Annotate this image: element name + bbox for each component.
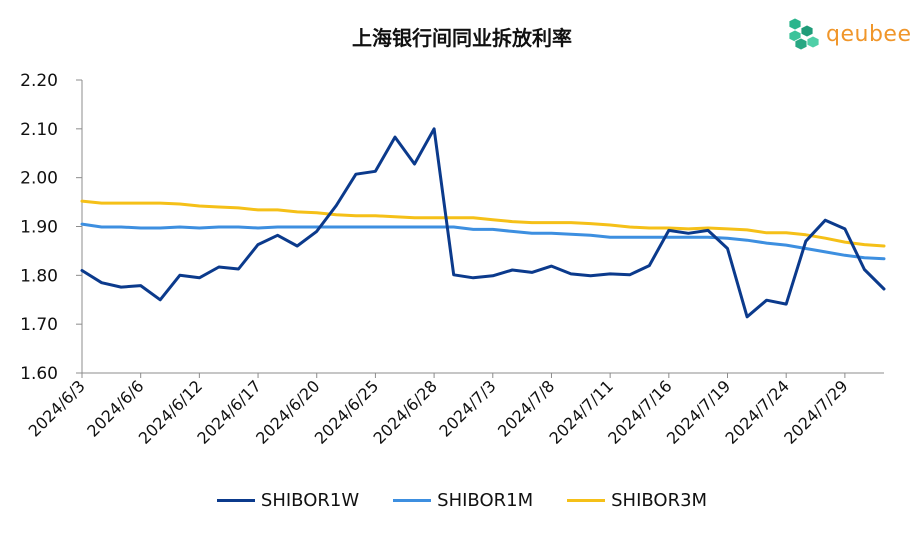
logo-text: qeubee [826,21,912,47]
x-tick-label: 2024/6/3 [25,376,89,440]
series-lines [80,127,886,319]
legend-label: SHIBOR3M [611,490,708,511]
brand-logo: qeubee [786,16,911,52]
series-line-shibor3m [80,199,886,248]
series-line-shibor1m [80,222,886,261]
y-tick-label: 2.20 [20,71,58,91]
x-tick-label: 2024/7/29 [780,376,851,447]
legend-swatch [393,499,432,502]
x-tick-label: 2024/6/28 [369,376,440,447]
x-tick-label: 2024/7/3 [435,376,499,440]
legend-swatch [567,499,606,502]
series-line-shibor1w [80,127,886,319]
y-tick-label: 2.00 [20,169,58,189]
y-tick-label: 1.80 [20,266,58,286]
y-tick-label: 2.10 [20,120,58,140]
legend: SHIBOR1W SHIBOR1M SHIBOR3M [0,490,924,511]
legend-item-shibor1w: SHIBOR1W [216,490,360,511]
line-chart: 1.60 1.70 1.80 1.90 2.00 2.10 2.20 2024/6/3 2024… [20,71,886,448]
legend-label: SHIBOR1M [437,490,534,511]
y-tick-label: 1.70 [20,315,58,335]
cube-logo-icon [788,17,820,51]
legend-item-shibor1m: SHIBOR1M [393,490,533,511]
legend-swatch [216,499,255,502]
y-tick-label: 1.90 [20,218,58,238]
legend-item-shibor3m: SHIBOR3M [567,490,707,511]
y-tick-label: 1.60 [20,364,58,384]
chart-title: 上海银行间同业拆放利率 [352,26,572,50]
legend-label: SHIBOR1W [260,490,360,511]
